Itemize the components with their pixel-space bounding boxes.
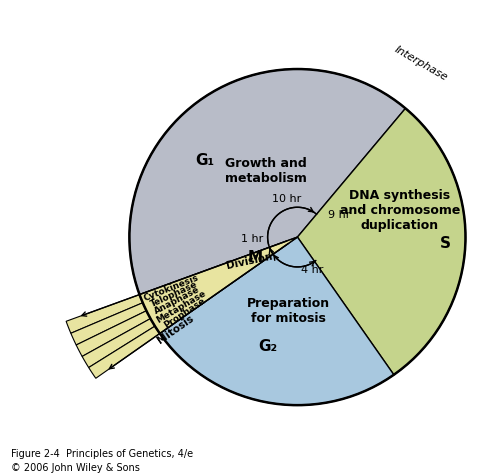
Wedge shape (129, 70, 405, 295)
Text: 1 hr: 1 hr (241, 234, 263, 244)
Text: Metaphase: Metaphase (155, 288, 207, 324)
Text: © 2006 John Wiley & Sons: © 2006 John Wiley & Sons (11, 462, 140, 472)
Wedge shape (76, 238, 297, 357)
Text: DNA synthesis
and chromosome
duplication: DNA synthesis and chromosome duplication (340, 189, 460, 232)
Text: Mitosis: Mitosis (156, 313, 196, 346)
Text: S: S (440, 235, 451, 250)
Text: 4 hr: 4 hr (301, 265, 324, 275)
Text: Cytokinesis: Cytokinesis (142, 272, 200, 302)
Text: Division: Division (225, 251, 273, 271)
Text: 9 hr: 9 hr (328, 210, 350, 220)
Text: Preparation
for mitosis: Preparation for mitosis (247, 297, 330, 325)
Text: Prophase: Prophase (162, 295, 207, 329)
Text: G₁: G₁ (195, 152, 214, 168)
Text: Figure 2-4  Principles of Genetics, 4/e: Figure 2-4 Principles of Genetics, 4/e (11, 448, 193, 458)
Text: M: M (247, 250, 262, 265)
Text: Anaphase: Anaphase (153, 285, 202, 316)
Wedge shape (160, 238, 394, 405)
Wedge shape (297, 109, 466, 375)
Text: G₂: G₂ (259, 338, 278, 354)
Wedge shape (71, 238, 297, 345)
Wedge shape (66, 238, 297, 334)
Wedge shape (82, 238, 297, 368)
Text: Interphase: Interphase (393, 44, 450, 82)
Text: Growth and
metabolism: Growth and metabolism (225, 157, 307, 185)
Text: 10 hr: 10 hr (272, 193, 302, 203)
Text: Telophase: Telophase (149, 279, 199, 308)
Wedge shape (88, 238, 297, 378)
Wedge shape (139, 238, 297, 334)
